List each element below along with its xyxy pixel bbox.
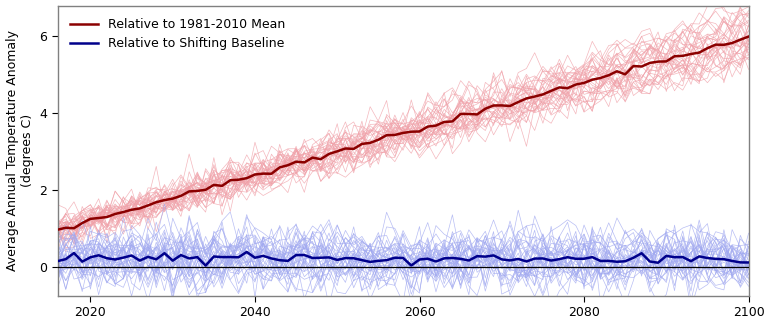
Y-axis label: Average Annual Temperature Anomaly
(degrees C): Average Annual Temperature Anomaly (degr… — [5, 30, 34, 271]
Legend: Relative to 1981-2010 Mean, Relative to Shifting Baseline: Relative to 1981-2010 Mean, Relative to … — [64, 12, 291, 57]
